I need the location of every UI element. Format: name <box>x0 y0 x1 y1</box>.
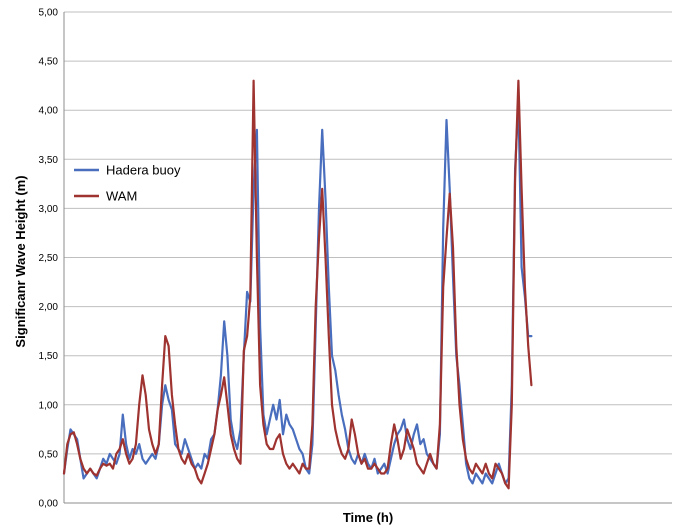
y-tick-label: 3,00 <box>39 204 59 215</box>
y-tick-label: 2,00 <box>39 302 59 313</box>
legend-entry: WAM <box>106 189 137 204</box>
y-tick-label: 0,00 <box>39 499 59 510</box>
y-tick-labels: 0,00 0,50 1,00 1,50 2,00 2,50 3,00 3,50 4,00 4,50… <box>39 8 59 510</box>
y-tick-label: 3,50 <box>39 155 59 166</box>
y-tick-label: 1,00 <box>39 400 59 411</box>
legend-entry: Hadera buoy <box>106 163 181 178</box>
legend: Hadera buoy WAM <box>74 163 181 204</box>
y-tick-label: 1,50 <box>39 351 59 362</box>
y-tick-label: 0,50 <box>39 449 59 460</box>
series-line-wam <box>62 79 533 490</box>
y-tick-label: 4,00 <box>39 106 59 117</box>
y-tick-label: 5,00 <box>39 8 59 19</box>
y-tick-label: 2,50 <box>39 253 59 264</box>
y-axis-label: Significanr Wave Height (m) <box>13 175 28 347</box>
y-tick-label: 4,50 <box>39 57 59 68</box>
gridlines <box>64 11 672 455</box>
x-axis-label: Time (h) <box>343 510 393 525</box>
series-layer <box>62 79 533 490</box>
